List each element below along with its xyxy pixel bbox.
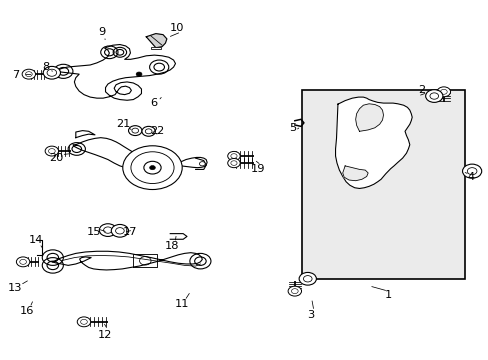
Text: 9: 9: [98, 27, 105, 37]
Text: 10: 10: [170, 23, 184, 33]
Circle shape: [17, 257, 30, 267]
Circle shape: [111, 224, 128, 237]
Text: 4: 4: [466, 172, 473, 182]
Text: 18: 18: [164, 241, 179, 251]
Text: 11: 11: [175, 299, 189, 309]
Text: 7: 7: [12, 70, 19, 80]
Circle shape: [122, 146, 182, 189]
Polygon shape: [342, 166, 367, 181]
Text: 20: 20: [49, 153, 64, 163]
Text: 15: 15: [86, 227, 101, 237]
Circle shape: [142, 126, 155, 136]
Polygon shape: [146, 33, 166, 48]
Text: 2: 2: [417, 85, 425, 95]
Circle shape: [43, 66, 61, 79]
Polygon shape: [73, 138, 207, 173]
Text: 21: 21: [116, 118, 131, 129]
Text: 14: 14: [29, 235, 43, 245]
Text: 19: 19: [250, 165, 264, 174]
Circle shape: [227, 158, 240, 168]
Circle shape: [462, 164, 481, 178]
Text: 6: 6: [150, 98, 157, 108]
Polygon shape: [335, 97, 411, 189]
Circle shape: [22, 69, 36, 79]
Polygon shape: [53, 251, 202, 270]
Circle shape: [227, 152, 240, 161]
Circle shape: [199, 162, 205, 166]
Polygon shape: [76, 131, 95, 138]
Text: 1: 1: [384, 290, 391, 300]
Text: 12: 12: [97, 329, 112, 339]
Text: 3: 3: [306, 310, 314, 320]
Circle shape: [425, 90, 442, 102]
Polygon shape: [355, 104, 383, 131]
Text: 17: 17: [123, 227, 138, 237]
Circle shape: [436, 87, 449, 97]
Circle shape: [136, 72, 142, 76]
Circle shape: [128, 126, 142, 136]
Polygon shape: [55, 45, 175, 100]
Circle shape: [77, 317, 90, 327]
Circle shape: [149, 166, 155, 170]
Bar: [151, 47, 160, 49]
Text: 22: 22: [150, 126, 164, 136]
Circle shape: [45, 146, 59, 156]
Text: 8: 8: [42, 62, 49, 72]
Text: 16: 16: [19, 306, 34, 316]
Text: 5: 5: [288, 123, 295, 133]
Text: 13: 13: [8, 283, 22, 293]
Circle shape: [99, 224, 116, 237]
Bar: [302, 90, 464, 279]
Circle shape: [299, 273, 316, 285]
Circle shape: [287, 286, 301, 296]
